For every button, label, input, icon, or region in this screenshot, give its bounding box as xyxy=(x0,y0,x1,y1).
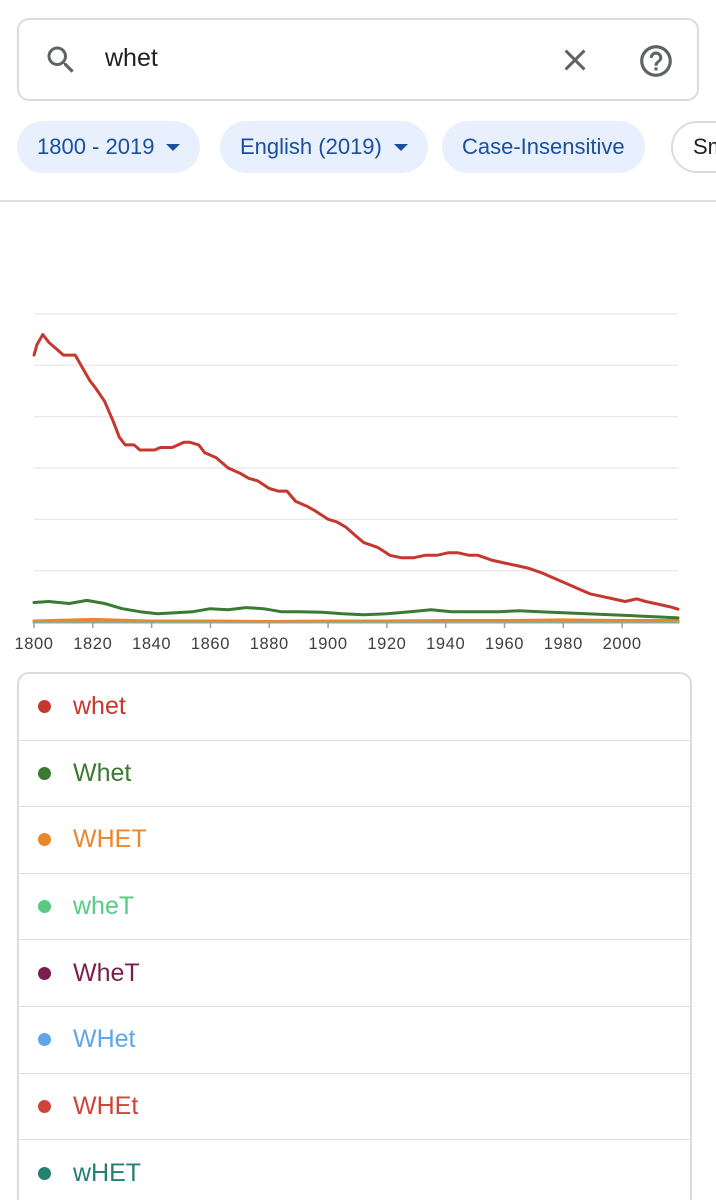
legend-label: WHet xyxy=(73,1025,136,1054)
smoothing-label: Smoothing xyxy=(693,134,716,159)
series-line-Whet[interactable] xyxy=(32,598,680,620)
x-tick-label: 1860 xyxy=(191,635,230,653)
legend-item[interactable]: wHET xyxy=(19,1140,690,1200)
case-insensitive-label: Case-Insensitive xyxy=(462,134,625,159)
legend-item[interactable]: WHEt xyxy=(19,1074,690,1141)
legend-item[interactable]: WHet xyxy=(19,1007,690,1074)
filter-chips: 1800 - 2019 English (2019) Case-Insensit… xyxy=(0,120,716,176)
search-icon[interactable] xyxy=(43,42,79,78)
x-tick-label: 1880 xyxy=(250,635,289,653)
legend-item[interactable]: whet xyxy=(19,674,690,741)
legend-label: wHET xyxy=(73,1158,142,1187)
legend-dot-icon xyxy=(38,833,51,847)
legend-dot-icon xyxy=(38,1033,51,1047)
legend-label: WHEt xyxy=(73,1091,139,1120)
year-range-chip[interactable]: 1800 - 2019 xyxy=(17,121,201,173)
legend-label: WheT xyxy=(73,958,140,987)
search-input[interactable]: whet xyxy=(105,44,158,72)
x-tick-label: 1920 xyxy=(367,635,406,653)
smoothing-chip[interactable]: Smoothing xyxy=(671,121,716,173)
legend-label: wheT xyxy=(73,892,135,921)
corpus-chip[interactable]: English (2019) xyxy=(220,121,428,173)
close-icon[interactable] xyxy=(557,42,593,78)
year-range-label: 1800 - 2019 xyxy=(37,134,155,159)
series-line-whet[interactable] xyxy=(32,333,680,611)
x-tick-label: 1900 xyxy=(309,635,348,653)
legend-dot-icon xyxy=(38,966,51,980)
chart-svg: 1800 1820 1840 1860 1880 1900 1920 1940 1960 1980… xyxy=(14,313,680,653)
chevron-down-icon xyxy=(393,143,408,151)
legend-dot-icon xyxy=(38,766,51,780)
legend-dot-icon xyxy=(38,1099,51,1113)
legend-dot-icon xyxy=(38,1166,51,1180)
x-tick-label: 1980 xyxy=(544,635,583,653)
divider xyxy=(0,200,716,202)
x-tick-label: 1820 xyxy=(73,635,112,653)
legend-dot-icon xyxy=(38,900,51,914)
legend-dot-icon xyxy=(38,700,51,714)
case-insensitive-chip[interactable]: Case-Insensitive xyxy=(442,121,645,173)
help-icon[interactable] xyxy=(637,42,675,80)
x-tick-label: 1800 xyxy=(14,635,53,653)
legend-label: WHET xyxy=(73,825,147,854)
legend-item[interactable]: WheT xyxy=(19,940,690,1007)
ngram-chart: 1800 1820 1840 1860 1880 1900 1920 1940 1960 1980… xyxy=(0,290,716,670)
legend: whet Whet WHET wheT WheT WHet WHEt wHET xyxy=(17,672,692,1200)
series-line-WHET[interactable] xyxy=(32,617,680,623)
legend-item[interactable]: wheT xyxy=(19,874,690,941)
chevron-down-icon xyxy=(166,143,181,151)
legend-item[interactable]: Whet xyxy=(19,741,690,808)
legend-label: whet xyxy=(73,692,126,721)
corpus-label: English (2019) xyxy=(240,134,382,159)
x-tick-label: 2000 xyxy=(603,635,642,653)
x-tick-label: 1960 xyxy=(485,635,524,653)
legend-label: Whet xyxy=(73,758,132,787)
x-tick-label: 1840 xyxy=(132,635,171,653)
x-tick-label: 1940 xyxy=(426,635,465,653)
legend-item[interactable]: WHET xyxy=(19,807,690,874)
search-box[interactable]: whet xyxy=(17,18,699,101)
